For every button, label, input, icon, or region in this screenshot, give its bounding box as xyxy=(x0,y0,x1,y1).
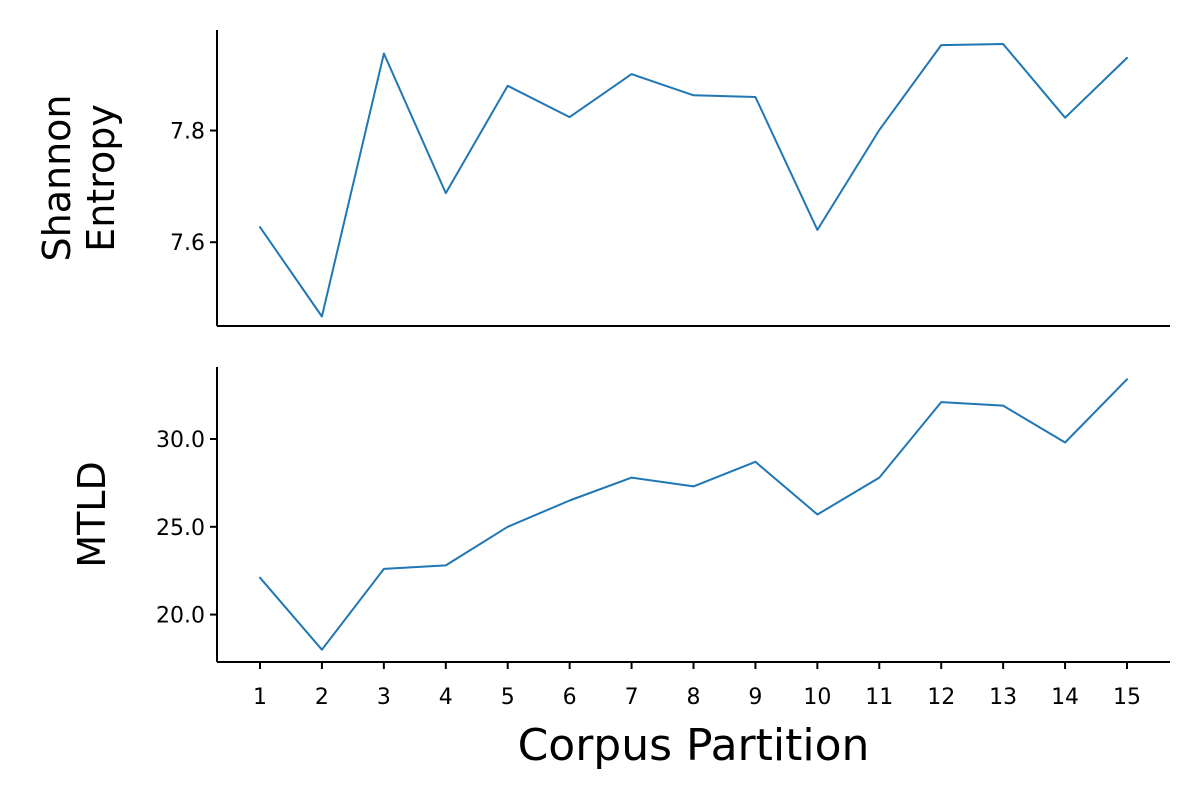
x-tick-label: 14 xyxy=(1051,685,1079,710)
x-tick-label: 3 xyxy=(377,685,391,710)
x-tick-label: 1 xyxy=(253,685,267,710)
entropy-y-tick-label: 7.8 xyxy=(170,120,205,145)
mtld-y-tick-label: 25.0 xyxy=(156,516,205,541)
mtld-y-tick-label: 30.0 xyxy=(156,428,205,453)
entropy-y-axis-title: ShannonEntropy xyxy=(35,95,123,262)
x-tick-label: 6 xyxy=(563,685,577,710)
x-tick-label: 12 xyxy=(927,685,955,710)
x-tick-label: 11 xyxy=(865,685,893,710)
mtld-y-tick-label: 20.0 xyxy=(156,604,205,629)
entropy-subplot: 7.6 7.8 ShannonEntropy xyxy=(35,30,1170,327)
x-tick-label: 4 xyxy=(439,685,453,710)
mtld-series-line xyxy=(259,378,1128,651)
entropy-series-line xyxy=(259,43,1128,318)
entropy-y-axis-title-line: Entropy xyxy=(79,104,123,252)
x-tick-label: 5 xyxy=(501,685,515,710)
entropy-y-axis-title-line: Shannon xyxy=(35,95,79,262)
x-tick-label: 9 xyxy=(748,685,762,710)
x-tick-label: 7 xyxy=(625,685,639,710)
x-tick-label: 2 xyxy=(315,685,329,710)
x-tick-label: 10 xyxy=(803,685,831,710)
mtld-subplot: 20.0 25.0 30.0 MTLD xyxy=(70,367,1170,663)
x-tick-label: 13 xyxy=(989,685,1017,710)
x-tick-label: 8 xyxy=(687,685,701,710)
entropy-y-tick-label: 7.6 xyxy=(170,231,205,256)
x-axis: 1 2 3 4 5 6 7 8 9 10 11 12 13 14 15 xyxy=(253,662,1141,710)
x-tick-label: 15 xyxy=(1113,685,1141,710)
x-axis-title: Corpus Partition xyxy=(518,720,870,771)
mtld-y-axis-title-line: MTLD xyxy=(70,461,114,567)
mtld-y-axis-title: MTLD xyxy=(70,461,114,567)
